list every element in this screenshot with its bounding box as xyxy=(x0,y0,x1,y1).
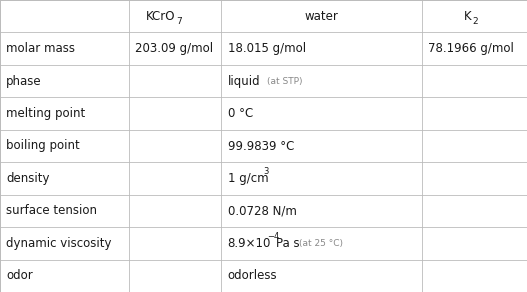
Text: 99.9839 °C: 99.9839 °C xyxy=(228,140,294,152)
Text: (at STP): (at STP) xyxy=(267,77,302,86)
Text: 0 °C: 0 °C xyxy=(228,107,253,120)
Text: surface tension: surface tension xyxy=(6,204,97,217)
Text: Pa s: Pa s xyxy=(276,237,300,250)
Text: molar mass: molar mass xyxy=(6,42,75,55)
Text: 203.09 g/mol: 203.09 g/mol xyxy=(135,42,213,55)
Text: liquid: liquid xyxy=(228,75,260,88)
Text: odor: odor xyxy=(6,269,33,282)
Text: 2: 2 xyxy=(473,17,479,26)
Text: 18.015 g/mol: 18.015 g/mol xyxy=(228,42,306,55)
Text: 3: 3 xyxy=(264,167,269,176)
Text: 7: 7 xyxy=(177,17,182,26)
Text: 8.9×10: 8.9×10 xyxy=(228,237,271,250)
Text: odorless: odorless xyxy=(228,269,277,282)
Text: −4: −4 xyxy=(267,232,279,241)
Text: density: density xyxy=(6,172,50,185)
Text: melting point: melting point xyxy=(6,107,85,120)
Text: K: K xyxy=(464,10,472,23)
Text: dynamic viscosity: dynamic viscosity xyxy=(6,237,112,250)
Text: KCrO: KCrO xyxy=(146,10,175,23)
Text: (at 25 °C): (at 25 °C) xyxy=(299,239,343,248)
Text: 78.1966 g/mol: 78.1966 g/mol xyxy=(428,42,514,55)
Text: boiling point: boiling point xyxy=(6,140,80,152)
Text: water: water xyxy=(305,10,338,23)
Text: 1 g/cm: 1 g/cm xyxy=(228,172,268,185)
Text: 0.0728 N/m: 0.0728 N/m xyxy=(228,204,297,217)
Text: phase: phase xyxy=(6,75,42,88)
